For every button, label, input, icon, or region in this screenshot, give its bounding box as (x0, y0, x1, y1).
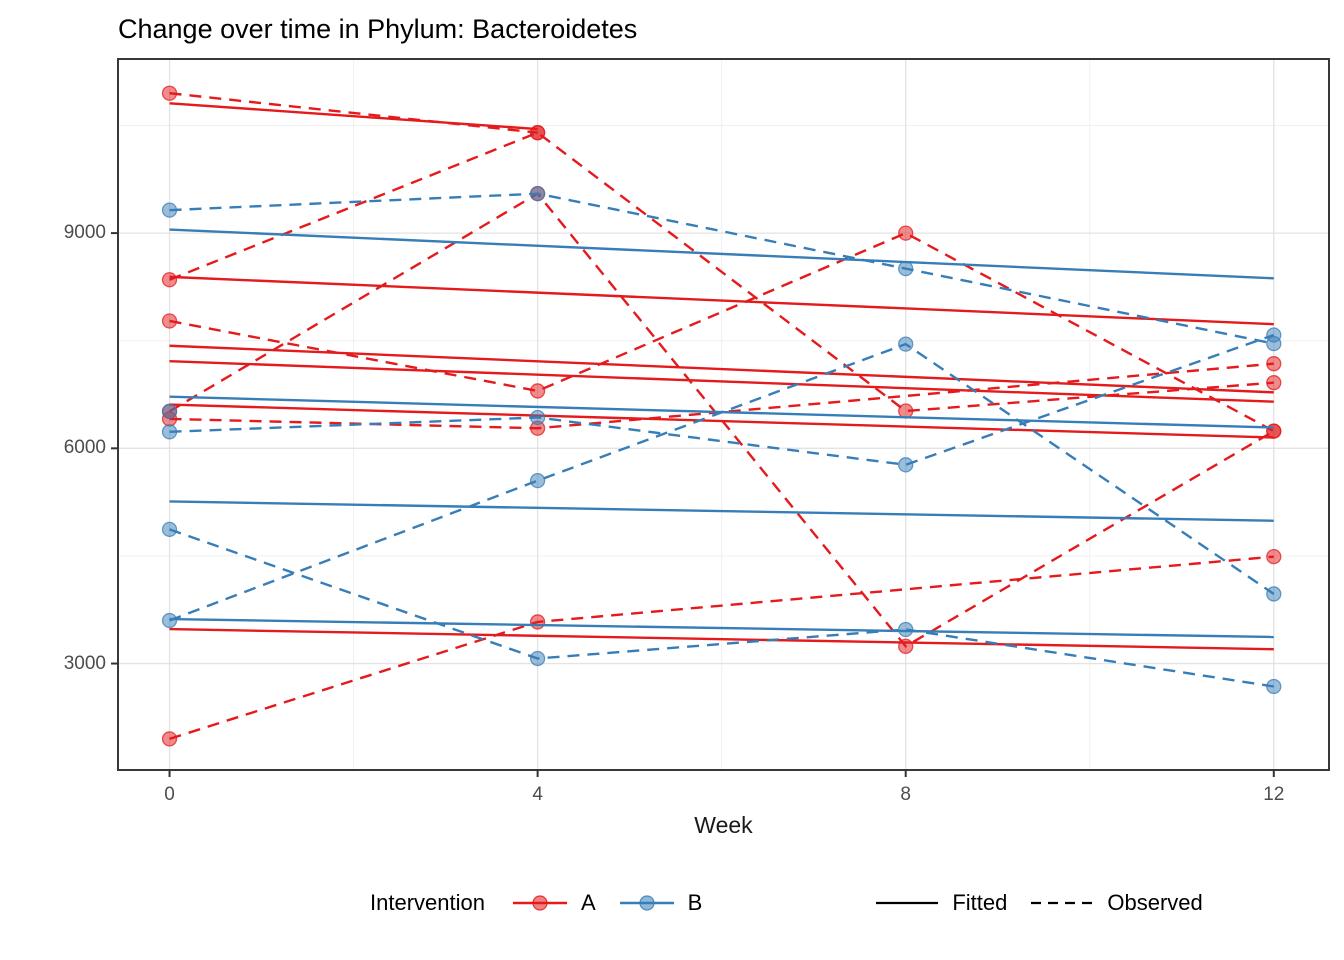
fitted-line-A3 (169, 344, 1274, 394)
observed-point-A3-week4 (529, 383, 546, 399)
observed-line-A2 (169, 131, 1274, 413)
observed-point-A3-week8 (898, 225, 914, 241)
legend-key-A-glyph (511, 890, 569, 916)
observed-point-A6-week12 (1266, 548, 1282, 565)
observed-point-B2-week8 (898, 457, 914, 473)
observed-line-B4 (169, 528, 1274, 688)
observed-line-B2 (169, 333, 1275, 467)
observed-point-A1-week0 (161, 85, 178, 101)
observed-line-B5 (169, 342, 1275, 622)
observed-point-B4-week8 (898, 621, 914, 638)
observed-point-A6-week0 (161, 731, 178, 747)
fitted-line-A4 (169, 359, 1274, 403)
fitted-line-B1 (169, 228, 1274, 280)
observed-point-B5-week0 (161, 612, 178, 629)
x-tick-label-0: 0 (164, 784, 175, 805)
fitted-line-A2 (169, 275, 1274, 326)
legend-label-observed: Observed (1107, 890, 1203, 915)
x-axis-title: Week (694, 812, 753, 838)
legend-title: Intervention (370, 890, 485, 915)
observed-point-B2-week0 (161, 424, 178, 440)
y-tick-label-6000: 6000 (63, 437, 106, 459)
observed-line-icon (1029, 890, 1095, 916)
legend-label-fitted: Fitted (952, 890, 1008, 915)
observed-point-B1-week0 (161, 202, 178, 218)
observed-point-A2-week4 (529, 125, 546, 141)
fitted-line-B4 (169, 500, 1274, 522)
observed-point-A3-week0 (161, 313, 178, 329)
panel-background (118, 59, 1329, 770)
observed-line-B1 (169, 192, 1275, 345)
legend-key-fitted (874, 890, 940, 916)
observed-point-A6-week4 (529, 614, 546, 630)
legend-key-B (618, 890, 676, 916)
observed-point-A5-week12 (1266, 356, 1282, 372)
observed-point-A2-week0 (161, 272, 178, 288)
observed-line-A4 (168, 192, 1275, 648)
fitted-line-A1 (169, 102, 538, 131)
x-tick-label-8: 8 (900, 784, 911, 805)
y-tick-label-3000: 3000 (63, 652, 106, 674)
legend-label-B: B (687, 890, 703, 915)
fitted-line-B5 (169, 617, 1274, 639)
chart-title: Change over time in Phylum: Bacteroidete… (118, 14, 638, 44)
observed-point-B4-week4 (529, 650, 546, 667)
observed-point-B5-week12 (1266, 586, 1282, 602)
legend: Intervention A B (370, 890, 1225, 916)
observed-point-B1-week8 (898, 260, 914, 277)
x-tick-label-4: 4 (532, 784, 543, 805)
observed-point-B4-week12 (1266, 678, 1282, 695)
legend-key-observed (1029, 890, 1095, 916)
fitted-line-A6 (169, 627, 1274, 651)
observed-point-B2-week12 (1266, 327, 1282, 343)
legend-key-B-glyph (618, 890, 676, 916)
observed-point-B5-week4 (529, 472, 546, 489)
observed-point-B2-week4 (529, 409, 546, 426)
fitted-line-icon (874, 890, 940, 916)
observed-line-A1 (169, 92, 538, 134)
observed-point-B1-week4 (529, 186, 546, 202)
observed-point-B5-week8 (898, 336, 914, 352)
y-tick-label-9000: 9000 (63, 222, 106, 244)
x-tick-label-12: 12 (1263, 784, 1285, 805)
legend-key-A (511, 890, 569, 916)
observed-point-B4-week0 (161, 521, 178, 538)
legend-label-A: A (580, 890, 596, 915)
observed-point-A2-week12 (1266, 375, 1282, 391)
panel-border (117, 58, 1330, 771)
fitted-line-A5 (169, 403, 1274, 439)
observed-line-A3 (169, 231, 1275, 433)
observed-point-B3-week0 (161, 403, 178, 420)
